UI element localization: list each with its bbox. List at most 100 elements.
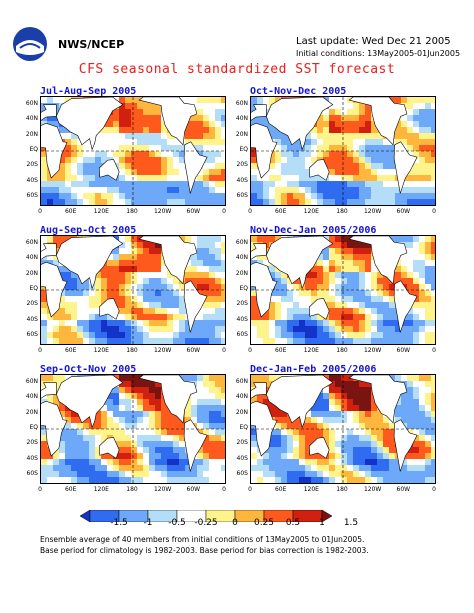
sst-cell bbox=[185, 187, 191, 193]
sst-cell bbox=[191, 459, 197, 465]
sst-cell bbox=[95, 326, 101, 332]
noaa-logo bbox=[12, 26, 48, 62]
sst-cell bbox=[119, 266, 125, 272]
sst-cell bbox=[137, 477, 143, 483]
sst-cell bbox=[329, 447, 335, 453]
sst-cell bbox=[287, 429, 293, 435]
sst-cell bbox=[275, 320, 281, 326]
sst-cell bbox=[179, 308, 185, 314]
sst-cell bbox=[197, 381, 203, 387]
sst-cell bbox=[293, 163, 299, 169]
sst-cell bbox=[41, 477, 47, 483]
sst-cell bbox=[137, 308, 143, 314]
sst-cell bbox=[257, 465, 263, 471]
sst-cell bbox=[359, 260, 365, 266]
sst-cell bbox=[347, 133, 353, 139]
sst-cell bbox=[425, 193, 431, 199]
sst-cell bbox=[305, 296, 311, 302]
sst-cell bbox=[215, 381, 221, 387]
sst-cell bbox=[299, 199, 305, 205]
sst-cell bbox=[101, 157, 107, 163]
sst-cell bbox=[293, 302, 299, 308]
sst-cell bbox=[347, 260, 353, 266]
sst-cell bbox=[209, 308, 215, 314]
sst-cell bbox=[137, 417, 143, 423]
sst-cell bbox=[323, 115, 329, 121]
sst-cell bbox=[77, 435, 83, 441]
sst-cell bbox=[413, 127, 419, 133]
longitude-label: 60E bbox=[274, 208, 287, 215]
sst-cell bbox=[353, 477, 359, 483]
sst-cell bbox=[131, 477, 137, 483]
sst-cell bbox=[203, 477, 209, 483]
sst-cell bbox=[353, 181, 359, 187]
sst-cell bbox=[275, 441, 281, 447]
sst-cell bbox=[317, 175, 323, 181]
sst-cell bbox=[197, 393, 203, 399]
sst-cell bbox=[65, 453, 71, 459]
sst-cell bbox=[395, 405, 401, 411]
sst-cell bbox=[365, 296, 371, 302]
sst-cell bbox=[299, 181, 305, 187]
sst-cell bbox=[365, 393, 371, 399]
sst-cell bbox=[317, 193, 323, 199]
sst-cell bbox=[305, 453, 311, 459]
sst-cell bbox=[65, 278, 71, 284]
sst-cell bbox=[47, 314, 53, 320]
sst-cell bbox=[125, 326, 131, 332]
sst-cell bbox=[173, 429, 179, 435]
sst-cell bbox=[341, 417, 347, 423]
sst-cell bbox=[137, 284, 143, 290]
sst-cell bbox=[425, 175, 431, 181]
sst-cell bbox=[377, 441, 383, 447]
sst-cell bbox=[341, 278, 347, 284]
sst-cell bbox=[365, 453, 371, 459]
latitude-label: 40S bbox=[236, 454, 248, 462]
sst-cell bbox=[119, 465, 125, 471]
sst-cell bbox=[59, 193, 65, 199]
sst-cell bbox=[431, 399, 435, 405]
sst-cell bbox=[305, 151, 311, 157]
sst-cell bbox=[347, 109, 353, 115]
sst-cell bbox=[41, 465, 47, 471]
sst-cell bbox=[173, 302, 179, 308]
sst-cell bbox=[305, 278, 311, 284]
sst-cell bbox=[281, 284, 287, 290]
sst-cell bbox=[167, 441, 173, 447]
sst-cell bbox=[65, 302, 71, 308]
continent bbox=[41, 104, 57, 121]
sst-cell bbox=[287, 471, 293, 477]
sst-cell bbox=[275, 471, 281, 477]
sst-cell bbox=[191, 320, 197, 326]
sst-cell bbox=[221, 248, 225, 254]
sst-cell bbox=[281, 459, 287, 465]
sst-cell bbox=[113, 139, 119, 145]
sst-cell bbox=[173, 417, 179, 423]
sst-cell bbox=[113, 254, 119, 260]
sst-cell bbox=[101, 193, 107, 199]
sst-cell bbox=[431, 157, 435, 163]
longitude-label: 0 bbox=[432, 347, 436, 354]
continent bbox=[308, 437, 330, 459]
sst-cell bbox=[365, 417, 371, 423]
sst-cell bbox=[365, 145, 371, 151]
sst-cell bbox=[203, 447, 209, 453]
sst-cell bbox=[113, 471, 119, 477]
sst-cell bbox=[137, 465, 143, 471]
sst-cell bbox=[335, 399, 341, 405]
sst-cell bbox=[191, 199, 197, 205]
sst-cell bbox=[59, 187, 65, 193]
sst-cell bbox=[161, 127, 167, 133]
sst-cell bbox=[107, 423, 113, 429]
sst-cell bbox=[89, 290, 95, 296]
sst-cell bbox=[143, 471, 149, 477]
sst-cell bbox=[317, 133, 323, 139]
sst-cell bbox=[377, 338, 383, 344]
sst-cell bbox=[119, 471, 125, 477]
sst-cell bbox=[347, 193, 353, 199]
sst-cell bbox=[323, 157, 329, 163]
sst-cell bbox=[221, 314, 225, 320]
sst-cell bbox=[419, 405, 425, 411]
sst-cell bbox=[113, 399, 119, 405]
sst-cell bbox=[311, 199, 317, 205]
